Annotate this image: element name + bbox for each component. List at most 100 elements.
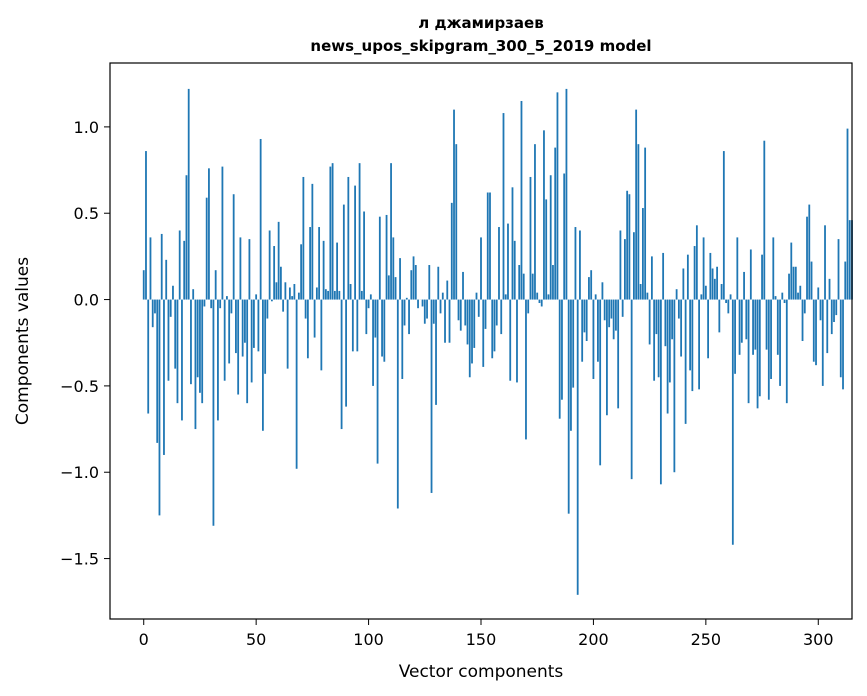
bar: [244, 299, 246, 343]
bar: [650, 256, 653, 300]
bar: [615, 299, 617, 331]
y-tick-label: −0.5: [60, 377, 99, 396]
bar: [601, 282, 604, 300]
bar: [561, 299, 563, 400]
bar: [410, 270, 413, 300]
bar: [468, 299, 471, 378]
bar: [450, 202, 453, 300]
bar: [311, 183, 314, 300]
bar: [259, 138, 262, 300]
bar: [248, 239, 251, 300]
x-tick-label: 100: [353, 630, 384, 649]
bar: [630, 299, 633, 480]
bar: [570, 299, 572, 431]
bar: [502, 113, 505, 300]
bar: [675, 289, 678, 300]
bar: [758, 299, 761, 397]
chart-title: л джамирзаев: [418, 14, 543, 32]
bar: [633, 232, 635, 300]
bar: [646, 292, 649, 300]
bar: [648, 299, 651, 345]
bar: [408, 299, 410, 335]
bar: [534, 144, 536, 300]
bar: [833, 299, 835, 323]
bar: [747, 299, 750, 404]
bar: [848, 220, 851, 300]
bar: [293, 284, 296, 300]
bar: [702, 237, 705, 300]
bar: [588, 277, 590, 300]
bar: [262, 299, 264, 431]
y-axis-label: Components values: [13, 257, 33, 425]
bar: [428, 265, 431, 300]
bar: [482, 299, 485, 367]
bar: [183, 240, 186, 300]
bar: [228, 299, 231, 364]
bar: [221, 166, 224, 300]
bar: [185, 175, 188, 300]
bar: [217, 299, 219, 421]
bar: [457, 299, 460, 321]
bar: [394, 277, 397, 300]
bar: [333, 290, 336, 300]
bar: [187, 88, 190, 300]
bar: [608, 299, 611, 328]
bar: [606, 299, 608, 416]
bar: [169, 299, 172, 317]
bar: [174, 299, 177, 369]
bar: [785, 299, 788, 404]
bar: [572, 299, 575, 388]
bar: [374, 299, 377, 338]
bar: [462, 271, 464, 300]
bar: [270, 299, 273, 302]
bar: [722, 151, 725, 300]
bar: [192, 289, 195, 300]
bar: [360, 290, 363, 300]
y-tick-label: 0.0: [74, 291, 99, 310]
bar: [842, 299, 844, 390]
bar: [516, 299, 518, 383]
bar: [653, 299, 656, 381]
bar: [754, 299, 757, 350]
bar: [745, 299, 748, 340]
bar: [839, 299, 842, 378]
bar: [637, 144, 640, 300]
bar: [210, 299, 213, 309]
bar: [641, 208, 644, 300]
bar: [554, 147, 557, 300]
bar: [815, 299, 817, 366]
bar: [680, 299, 683, 357]
bar: [790, 242, 793, 300]
bar: [336, 242, 338, 300]
bar: [734, 299, 736, 374]
bar: [585, 299, 588, 341]
bar: [776, 299, 779, 355]
bar: [297, 292, 300, 300]
bar: [639, 284, 642, 300]
bar: [401, 299, 404, 379]
bar: [635, 109, 638, 300]
bar: [340, 299, 343, 430]
bar: [808, 204, 811, 300]
bar: [239, 237, 242, 300]
bar: [147, 299, 150, 414]
x-axis-label: Vector components: [399, 662, 564, 682]
bar: [725, 299, 727, 304]
bar: [417, 299, 419, 309]
bar: [655, 299, 658, 335]
bar: [329, 166, 332, 300]
bar: [392, 237, 395, 300]
bar: [491, 299, 494, 359]
bar: [484, 299, 487, 329]
bar: [471, 299, 473, 364]
bar: [448, 299, 451, 343]
bar: [181, 299, 183, 421]
bar: [176, 299, 179, 404]
bar: [367, 299, 370, 309]
x-tick-label: 150: [466, 630, 497, 649]
bar: [752, 299, 754, 355]
x-tick-label: 50: [246, 630, 266, 649]
plot-frame: [109, 62, 853, 620]
bar: [486, 192, 489, 300]
